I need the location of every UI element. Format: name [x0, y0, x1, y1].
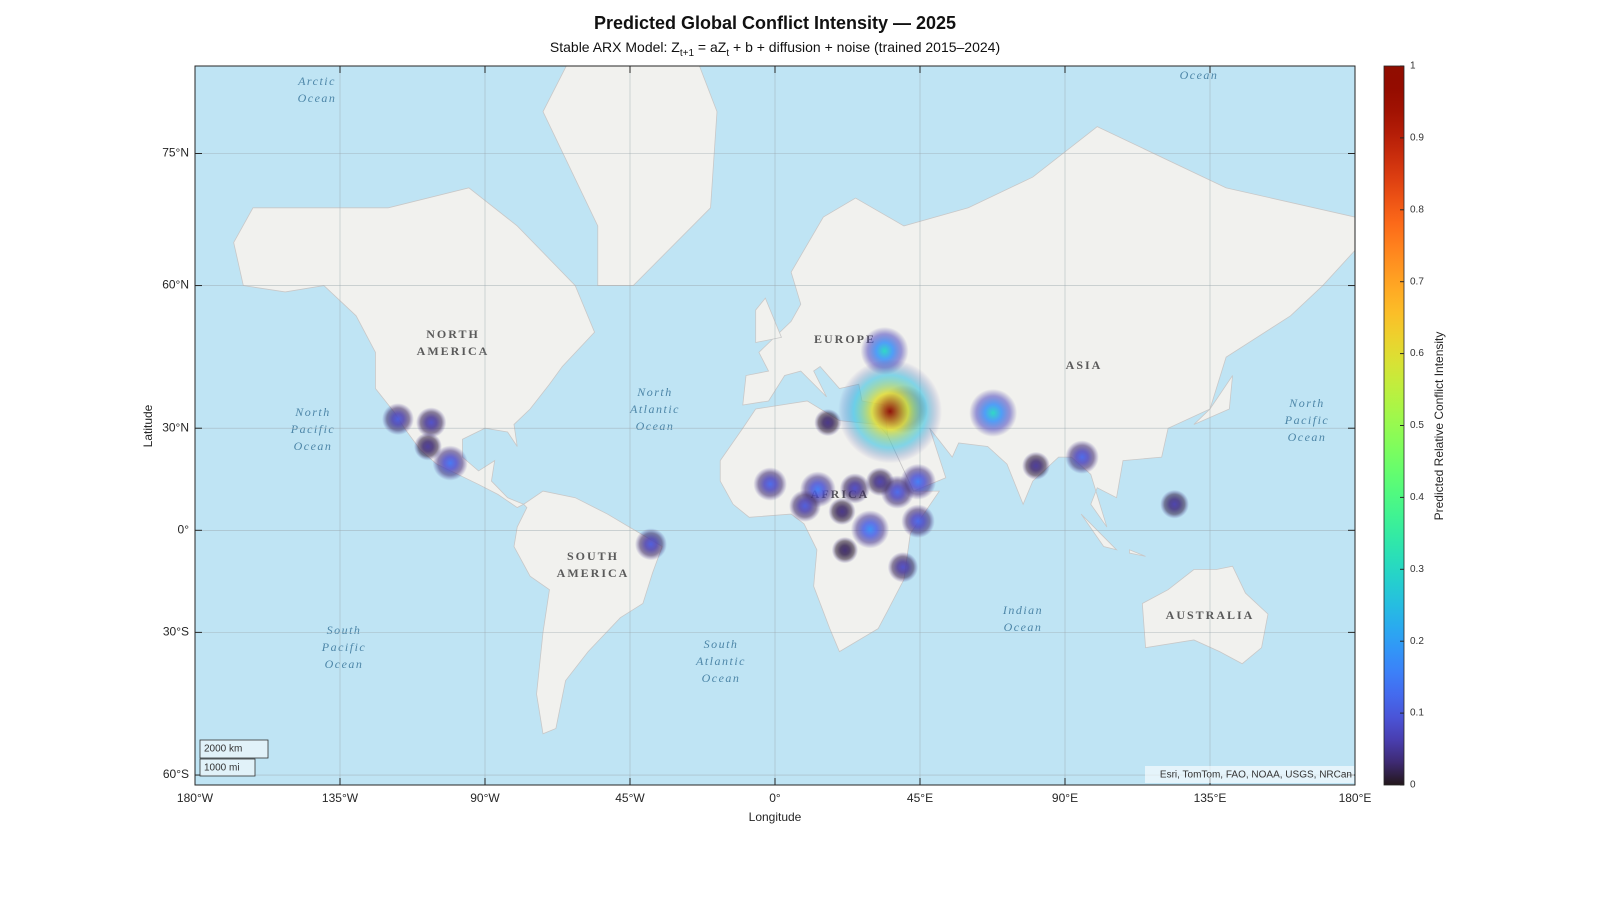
map-label: ASIA	[1066, 358, 1103, 372]
map-label: AMERICA	[557, 566, 630, 580]
scale-box	[199, 739, 269, 759]
map-label: Pacific	[1284, 413, 1329, 427]
map-label: Ocean	[294, 439, 333, 453]
map-label: Indian	[1002, 603, 1043, 617]
colorbar-tick-label: 0.7	[1410, 276, 1424, 287]
map-label: Pacific	[290, 422, 335, 436]
chart-title: Predicted Global Conflict Intensity — 20…	[594, 13, 956, 33]
map-label: South	[704, 637, 739, 651]
y-tick-label: 30°N	[162, 420, 189, 434]
hotspot	[753, 467, 787, 501]
map-label: Ocean	[636, 419, 675, 433]
x-tick-label: 180°W	[177, 791, 214, 805]
scale-label: 1000 mi	[204, 763, 240, 774]
hotspot	[839, 473, 871, 504]
colorbar-tick-label: 0.2	[1410, 636, 1424, 647]
map-label: South	[327, 623, 362, 637]
x-tick-label: 45°E	[907, 791, 933, 805]
attribution: Esri, TomTom, FAO, NOAA, USGS, NRCan	[1160, 770, 1352, 781]
hotspot	[634, 528, 667, 561]
map-label: AUSTRALIA	[1166, 608, 1255, 622]
colorbar-label: Predicted Relative Conflict Intensity	[1432, 332, 1446, 521]
colorbar-tick-label: 0.6	[1410, 348, 1424, 359]
x-tick-label: 90°W	[470, 791, 500, 805]
colorbar-tick-label: 1	[1410, 61, 1416, 72]
hotspot	[788, 489, 821, 522]
colorbar-tick-label: 0.5	[1410, 420, 1424, 431]
x-tick-label: 0°	[769, 791, 781, 805]
map-label: Ocean	[298, 91, 337, 105]
y-tick-label: 0°	[178, 522, 190, 536]
map-label: Ocean	[325, 657, 364, 671]
x-tick-label: 135°E	[1194, 791, 1227, 805]
y-axis-label: Latitude	[141, 404, 155, 447]
colorbar-tick-label: 0.9	[1410, 133, 1424, 144]
y-tick-label: 60°N	[162, 278, 189, 292]
x-tick-label: 135°W	[322, 791, 359, 805]
map-label: Ocean	[1180, 68, 1219, 82]
map-label: Atlantic	[695, 654, 746, 668]
map-label: North	[294, 405, 331, 419]
y-tick-label: 75°N	[162, 146, 189, 160]
hotspot	[850, 510, 890, 549]
map-label: AMERICA	[417, 344, 490, 358]
map-label: Ocean	[702, 671, 741, 685]
land	[1193, 375, 1233, 425]
hotspot	[838, 359, 943, 464]
map-label: NORTH	[426, 327, 480, 341]
subtitle-part: + b + diffusion + noise (trained 2015–20…	[729, 39, 1000, 55]
subtitle-subscript: t	[726, 48, 729, 59]
hotspot	[969, 388, 1018, 437]
x-axis-label: Longitude	[749, 810, 802, 824]
land	[1129, 549, 1146, 557]
hotspot	[887, 551, 919, 583]
scale-label: 2000 km	[204, 744, 242, 755]
map-label: Pacific	[321, 640, 366, 654]
hotspot	[415, 407, 447, 438]
x-tick-label: 45°W	[615, 791, 645, 805]
hotspot	[901, 504, 935, 539]
scale-box	[199, 758, 256, 777]
x-tick-label: 180°E	[1339, 791, 1372, 805]
map-label: Ocean	[1004, 620, 1043, 634]
colorbar-tick-label: 0.4	[1410, 492, 1424, 503]
hotspot	[831, 536, 859, 564]
attribution-bg	[1145, 766, 1354, 783]
y-tick-label: 30°S	[163, 625, 189, 639]
hotspot	[382, 403, 414, 436]
hotspot	[1022, 451, 1050, 480]
land	[233, 187, 596, 509]
map-label: North	[636, 385, 673, 399]
subtitle-subscript: t+1	[680, 48, 695, 59]
map-label: Ocean	[1288, 430, 1327, 444]
map-label: EUROPE	[814, 332, 876, 346]
chart-subtitle: Stable ARX Model: Zt+1 = aZt + b + diffu…	[550, 39, 1000, 59]
x-tick-label: 90°E	[1052, 791, 1078, 805]
hotspot	[828, 497, 856, 526]
hotspot	[1065, 440, 1099, 474]
map-label: Arctic	[297, 74, 336, 88]
y-tick-label: 60°S	[163, 767, 189, 781]
map-label: North	[1288, 396, 1325, 410]
colorbar-tick-label: 0.8	[1410, 204, 1424, 215]
hotspot	[900, 463, 937, 500]
hotspot	[432, 445, 468, 481]
subtitle-part: = aZ	[694, 39, 727, 55]
hotspot	[1160, 489, 1189, 519]
land	[1141, 565, 1269, 665]
colorbar-tick-label: 0.1	[1410, 708, 1424, 719]
colorbar-tick-label: 0	[1410, 780, 1416, 791]
map-label: SOUTH	[567, 549, 619, 563]
map-label: Atlantic	[629, 402, 680, 416]
map-frame	[194, 65, 1356, 786]
colorbar-tick-label: 0.3	[1410, 564, 1424, 575]
heat-layer	[382, 326, 1189, 583]
land	[513, 490, 663, 735]
hotspot	[413, 432, 442, 461]
hotspot	[814, 408, 842, 437]
subtitle-part: Stable ARX Model: Z	[550, 39, 680, 55]
